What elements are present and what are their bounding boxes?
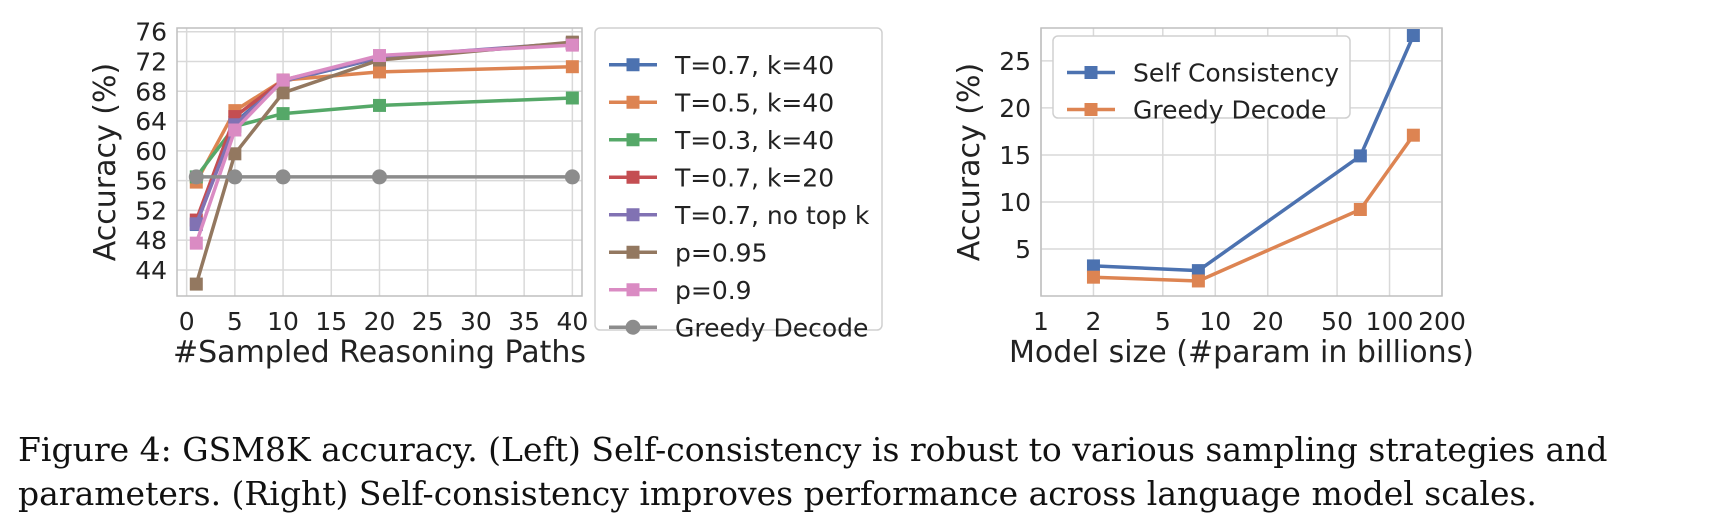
figure-canvas: 0 5 10 15 20 25 30 35 40444852566064687276#Sampl… (88, 18, 1474, 370)
chart2-series-2-point (1406, 128, 1420, 142)
chart1-y-tick-label: 68 (135, 77, 167, 106)
caption-line-2: parameters. (Right) Self-consistency imp… (18, 474, 1537, 513)
chart1-series-8-point (188, 169, 204, 185)
left-legend-swatch-marker (626, 208, 640, 222)
chart1-y-tick-label: 72 (135, 48, 167, 77)
left-legend-entry-label: p=0.95 (675, 238, 767, 267)
chart1-x-tick-label: 5 (227, 307, 243, 336)
chart1-series-8-point (564, 169, 580, 185)
chart1-series-3-point (373, 98, 386, 112)
chart1-series-6-point (189, 277, 203, 291)
chart1-series-3-point (276, 107, 290, 121)
chart2-series-2-point (1086, 270, 1100, 284)
chart1-series-6-point (276, 86, 290, 100)
chart2-series-1-point (1191, 264, 1205, 278)
chart2-series-2-point (1191, 274, 1205, 288)
chart1-series-2-point (373, 65, 386, 79)
left-legend-entry-label: T=0.7, k=20 (674, 163, 834, 192)
chart1-series-8-point (372, 169, 387, 185)
chart1-series-7-point (276, 73, 290, 87)
chart1-series-7-point (228, 123, 242, 137)
left-legend-entry-label: T=0.7, k=40 (674, 51, 834, 80)
chart1-series-3-point (565, 91, 579, 105)
left-legend-swatch-marker (626, 95, 640, 109)
chart2-plot-frame (1040, 27, 1443, 297)
chart2-x-axis-label: Model size (#param in billions) (1009, 335, 1474, 370)
chart1-plot-frame (176, 27, 583, 297)
right-legend-swatch-marker (1084, 103, 1098, 116)
chart1-x-axis-label: #Sampled Reasoning Paths (173, 335, 586, 370)
chart1-y-tick-label: 56 (135, 167, 167, 196)
chart1-series-2-point (565, 60, 579, 74)
chart1-x-tick-label: 35 (508, 307, 540, 336)
chart1-x-tick-label: 10 (267, 307, 299, 336)
right-legend-swatch-marker (1084, 66, 1098, 79)
right-legend-entry-label: Greedy Decode (1133, 96, 1326, 125)
chart2-x-tick-label: 50 (1321, 307, 1353, 336)
chart1-x-tick-label: 25 (412, 307, 444, 336)
chart2-x-tick-label: 100 (1366, 307, 1414, 336)
chart2-x-tick-label: 2 (1086, 307, 1102, 336)
chart2-x-tick-label: 200 (1418, 307, 1466, 336)
chart2-y-tick-label: 15 (999, 141, 1031, 170)
chart1-y-axis-label: Accuracy (%) (88, 63, 123, 261)
left-legend-entry-label: T=0.3, k=40 (674, 126, 834, 155)
chart2-series-line-2 (1093, 134, 1415, 283)
chart1-y-tick-label: 60 (135, 137, 167, 166)
chart1-x-tick-label: 15 (315, 307, 347, 336)
chart2-y-tick-label: 10 (999, 188, 1031, 217)
chart2-x-tick-label: 10 (1199, 307, 1231, 336)
chart1-series-5-point (189, 217, 203, 231)
chart1-y-tick-label: 44 (135, 256, 167, 285)
left-chart-legend: T=0.7, k=40 T=0.5, k=40 T=0.3, k=40 T=0.7, … (594, 27, 883, 342)
chart1-y-tick-label: 52 (135, 196, 167, 225)
chart2-y-axis-label: Accuracy (%) (952, 63, 987, 261)
left-legend-swatch-marker (626, 245, 640, 259)
left-legend-entry-label: T=0.7, no top k (674, 201, 870, 230)
chart1-x-tick-label: 30 (460, 307, 492, 336)
chart2-series-line-1 (1093, 34, 1416, 273)
chart1-series-7-point (373, 49, 386, 63)
chart2-y-tick-label: 20 (999, 94, 1031, 123)
left-legend-frame (594, 27, 883, 331)
chart2-x-tick-label: 1 (1033, 307, 1049, 336)
left-legend-swatch-marker (626, 283, 640, 297)
right-chart-legend: Self Consistency Greedy Decode (1052, 35, 1351, 125)
left-legend-swatch-marker (626, 58, 640, 72)
chart1-series-7-point (189, 236, 203, 250)
caption-line-1: Figure 4: GSM8K accuracy. (Left) Self-co… (18, 430, 1608, 469)
chart1-x-tick-label: 0 (179, 307, 195, 336)
right-legend-frame (1052, 35, 1351, 119)
chart1-y-tick-label: 64 (135, 107, 167, 136)
chart2-x-tick-label: 5 (1155, 307, 1171, 336)
chart1-series-8-point (275, 169, 291, 185)
chart2-series-1-point (1086, 259, 1100, 273)
chart2-y-tick-label: 5 (1015, 235, 1031, 264)
chart1-x-tick-label: 40 (556, 307, 588, 336)
chart2-series-2-point (1353, 202, 1367, 216)
left-legend-entry-label: Greedy Decode (675, 313, 868, 342)
chart1-series-7-point (565, 38, 579, 52)
left-legend-swatch-marker (625, 319, 641, 335)
chart1-series-8-point (227, 169, 243, 185)
left-legend-swatch-marker (626, 133, 640, 147)
left-legend-entry-label: p=0.9 (675, 276, 752, 305)
right-legend-entry-label: Self Consistency (1133, 59, 1339, 88)
chart2-x-tick-label: 20 (1252, 307, 1284, 336)
chart1-y-tick-label: 48 (135, 226, 167, 255)
chart2-series-1-point (1353, 149, 1367, 163)
left-legend-swatch-marker (626, 170, 640, 184)
left-legend-entry-label: T=0.5, k=40 (674, 88, 834, 117)
chart1-y-tick-label: 76 (135, 18, 167, 47)
chart2-y-tick-label: 25 (999, 47, 1031, 76)
chart1-series-line-2 (194, 64, 573, 183)
chart1-x-tick-label: 20 (364, 307, 396, 336)
figure-caption: Figure 4: GSM8K accuracy. (Left) Self-co… (18, 428, 1708, 516)
chart1-series-6-point (228, 147, 242, 161)
chart2-series-1-point (1406, 29, 1420, 43)
